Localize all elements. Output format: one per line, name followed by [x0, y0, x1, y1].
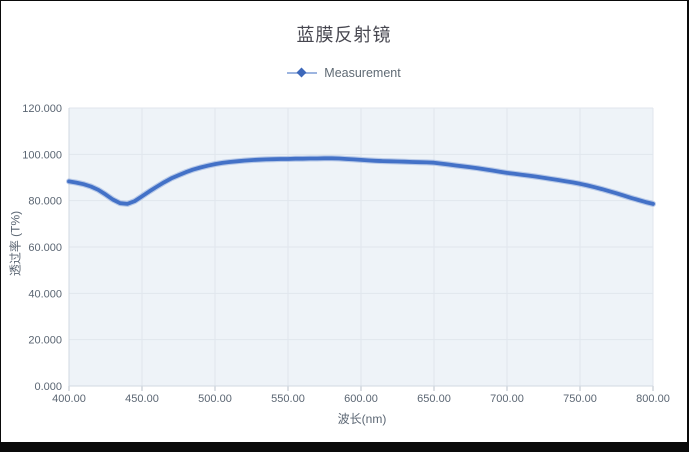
chart-title: 蓝膜反射镜	[296, 25, 392, 45]
x-tick-label: 550.00	[271, 393, 305, 405]
x-tick-label: 700.00	[490, 393, 524, 405]
x-tick-label: 750.00	[563, 393, 597, 405]
y-tick-label: 80.000	[28, 196, 62, 208]
x-tick-label: 500.00	[198, 393, 232, 405]
legend[interactable]: Measurement	[1, 66, 687, 80]
legend-line-marker-icon	[287, 67, 318, 78]
y-tick-label: 0.000	[34, 381, 62, 393]
x-tick-label: 400.00	[52, 393, 86, 405]
x-tick-label: 450.00	[125, 393, 159, 405]
y-tick-label: 20.000	[28, 335, 62, 347]
y-tick-label: 120.000	[22, 103, 62, 115]
x-tick-label: 650.00	[417, 393, 451, 405]
y-tick-label: 60.000	[28, 242, 62, 254]
x-tick-label: 800.00	[636, 393, 670, 405]
legend-label: Measurement	[324, 66, 401, 80]
measurement-curve	[67, 156, 655, 206]
y-tick-label: 100.000	[22, 149, 62, 161]
y-tick-label: 40.000	[28, 288, 62, 300]
x-axis-title: 波长(nm)	[337, 412, 387, 426]
y-axis-title: 透过率 (T%)	[8, 210, 23, 277]
x-tick-label: 600.00	[344, 393, 378, 405]
